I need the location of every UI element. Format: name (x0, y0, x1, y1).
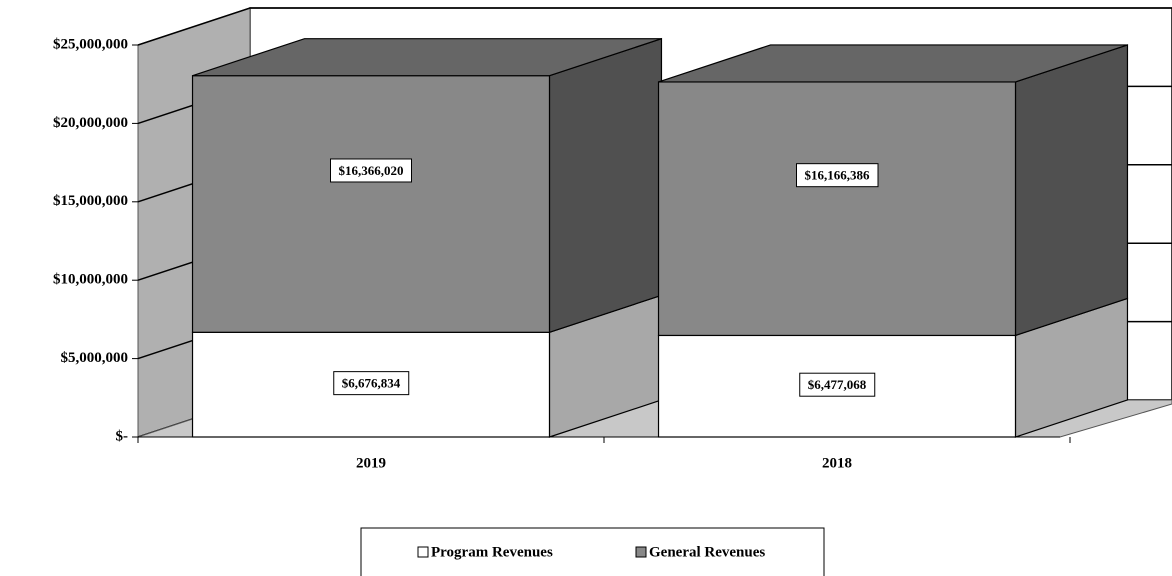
y-tick-label: $5,000,000 (61, 350, 129, 366)
data-label-box (330, 158, 412, 183)
y-tick-label: $10,000,000 (53, 272, 128, 288)
bar-side (548, 37, 663, 334)
data-label: $16,166,386 (805, 168, 871, 183)
bar (657, 81, 1017, 337)
grid-line (137, 7, 1172, 46)
x-tick-label: 2019 (356, 455, 386, 471)
legend-swatch (635, 546, 647, 558)
y-tick-label: $20,000,000 (53, 115, 128, 131)
data-label-box (799, 372, 876, 397)
x-tick-label: 2018 (822, 455, 852, 471)
bar (191, 75, 551, 333)
y-tick-label: $- (116, 428, 129, 444)
bar-side (1014, 44, 1129, 337)
data-label-box (333, 371, 410, 396)
data-label: $16,366,020 (339, 163, 404, 178)
y-tick-label: $25,000,000 (53, 36, 128, 52)
legend-label: General Revenues (649, 544, 765, 560)
bar-top (192, 38, 662, 77)
y-tick-label: $15,000,000 (53, 193, 128, 209)
legend (360, 527, 825, 576)
legend-swatch (417, 546, 429, 558)
legend-label: Program Revenues (431, 544, 553, 560)
data-label: $6,676,834 (342, 376, 401, 391)
data-label-box (796, 163, 879, 188)
data-label: $6,477,068 (808, 377, 867, 392)
bar-top (658, 44, 1128, 83)
